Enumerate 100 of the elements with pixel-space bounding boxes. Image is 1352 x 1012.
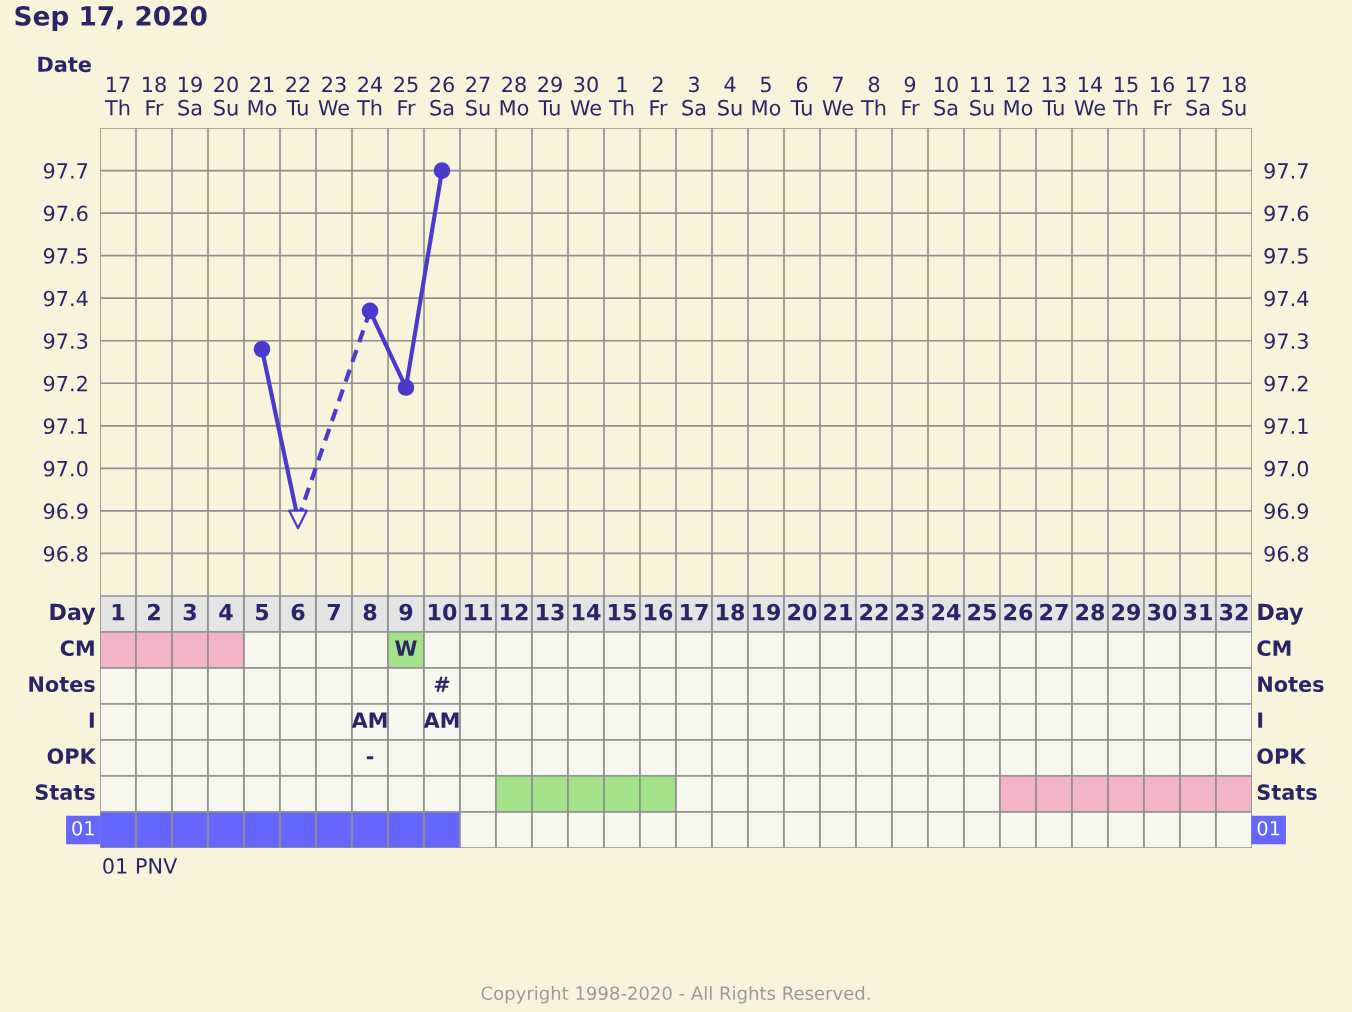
y2-tick-label: Notes [1258, 676, 1324, 693]
x-axis-title: Date [38, 56, 91, 73]
x-tick-label: 26 [1004, 603, 1033, 621]
y2-tick-label: 97.1 [1264, 418, 1308, 435]
y-tick-label: 96.9 [43, 503, 88, 520]
x-axis-title: Day [50, 603, 96, 625]
text: # [434, 676, 450, 692]
x-tick-label: 14 [573, 603, 601, 621]
x-tick-label: 4 Su [718, 76, 742, 116]
y2-tick-label: 01 [1257, 820, 1280, 836]
x-tick-label: 9 Fr [902, 76, 920, 116]
x-tick-label: 28 [1076, 603, 1105, 621]
chart-title: Sep 17, 2020 [15, 5, 207, 31]
x-tick-label: 32 [1220, 603, 1248, 621]
y2-tick-label: Stats [1257, 784, 1317, 801]
y-tick-label: I [89, 712, 94, 728]
x-tick-label: 18 Fr [143, 76, 166, 116]
x-tick-label: 31 [1184, 603, 1212, 621]
x-tick-label: 16 Fr [1151, 76, 1174, 116]
x-tick-label: 22 [860, 603, 888, 621]
x-tick-label: 29 Tu [538, 76, 562, 116]
x-tick-label: 2 Fr [650, 76, 668, 116]
x-tick-label: 19 Sa [178, 76, 202, 116]
x-tick-label: 13 [537, 603, 564, 621]
x-tick-label: 20 Su [214, 76, 238, 116]
x-tick-label: 22 Tu [286, 76, 310, 116]
x-tick-label: 17 Th [104, 76, 130, 116]
x-tick-label: 11 [465, 603, 492, 621]
x-tick-label: 7 We [822, 76, 853, 116]
y-tick-label: 01 [72, 820, 94, 836]
y2-tick-label: 97.5 [1264, 248, 1308, 264]
x-tick-label: 21 Mo [248, 76, 277, 116]
x-tick-label: 8 Th [860, 76, 886, 116]
x-tick-label: 19 [753, 603, 781, 621]
x-tick-label: 9 [399, 603, 413, 621]
y-tick-label: 96.8 [43, 545, 88, 562]
y-tick-label: 97.3 [43, 333, 88, 349]
y2-tick-label: CM [1257, 640, 1291, 657]
x-tick-label: 11 Su [970, 76, 994, 116]
x-tick-label: 29 [1112, 603, 1141, 621]
x-tick-label: 21 [824, 603, 852, 621]
x-tick-label: 23 We [318, 76, 349, 116]
text: W [395, 640, 417, 656]
y-tick-label: Stats [35, 784, 95, 801]
y2-tick-label: 97.2 [1264, 375, 1308, 392]
x-tick-label: 15 Th [1112, 76, 1138, 116]
x-tick-label: 4 [219, 603, 233, 621]
x-tick-label: 27 Su [466, 76, 490, 116]
x-tick-label: 6 Tu [790, 76, 812, 116]
y2-tick-label: 97.7 [1264, 163, 1308, 179]
x-tick-label: 17 [681, 603, 708, 621]
text: 01 PNV [103, 858, 178, 874]
x-tick-label: 8 [363, 603, 377, 621]
x-tick-label: 23 [896, 603, 924, 621]
text: Copyright 1998-2020 - All Rights Reserved. [481, 986, 870, 1004]
x-tick-label: 3 Sa [682, 76, 706, 116]
x-tick-label: 6 [291, 603, 305, 621]
y-tick-label: 97.0 [43, 460, 88, 477]
text: AM [423, 712, 459, 728]
y2-tick-label: 97.4 [1264, 290, 1309, 307]
x-tick-label: 1 [112, 603, 125, 621]
x-tick-label: 12 [501, 603, 528, 621]
x-tick-label: 18 [717, 603, 745, 621]
y2-tick-label: OPK [1257, 748, 1307, 765]
x-tick-label: 12 Mo [1004, 76, 1033, 116]
x-tick-label: 25 Fr [394, 76, 418, 116]
y2-tick-label: 97.0 [1264, 460, 1309, 477]
x-tick-label: 7 [327, 603, 340, 621]
x-tick-label: 14 We [1074, 76, 1105, 116]
x-tick-label: 16 [645, 603, 673, 621]
text: Day [1258, 603, 1304, 625]
x-tick-label: 27 [1040, 603, 1068, 621]
x-tick-label: 30 We [570, 76, 601, 116]
x-tick-label: 18 Su [1222, 76, 1246, 116]
y-tick-label: OPK [47, 748, 97, 765]
text: - [366, 756, 374, 760]
x-tick-label: 15 [609, 603, 636, 621]
x-tick-label: 24 Th [356, 76, 383, 116]
y2-tick-label: 96.9 [1264, 503, 1309, 520]
x-tick-label: 30 [1148, 603, 1177, 621]
y-tick-label: Notes [29, 676, 95, 693]
x-tick-label: 24 [932, 603, 961, 621]
y2-tick-label: 97.3 [1264, 333, 1308, 349]
x-tick-label: 28 Mo [500, 76, 529, 116]
text: AM [351, 712, 387, 728]
y-tick-label: 97.2 [43, 375, 87, 392]
x-tick-label: 10 Sa [934, 76, 958, 116]
x-tick-label: 1 Th [608, 76, 634, 116]
y-tick-label: CM [60, 640, 94, 657]
x-tick-label: 2 [148, 603, 160, 621]
x-tick-label: 17 Sa [1186, 76, 1210, 116]
y-tick-label: 97.6 [43, 205, 88, 222]
y2-tick-label: 97.6 [1264, 205, 1309, 222]
x-tick-label: 5 [255, 603, 269, 621]
x-tick-label: 5 Mo [752, 76, 781, 116]
y-tick-label: 97.1 [43, 418, 87, 435]
y-tick-label: 97.5 [43, 248, 88, 264]
x-tick-label: 25 [968, 603, 996, 621]
x-tick-label: 26 Sa [430, 76, 454, 116]
x-tick-label: 10 [429, 603, 457, 621]
